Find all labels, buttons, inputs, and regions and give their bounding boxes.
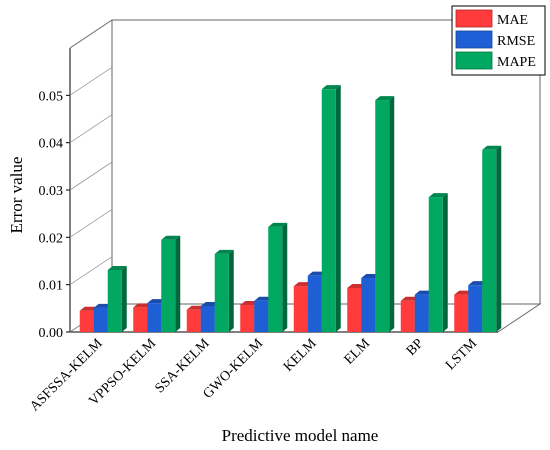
bar-front [321,89,336,333]
legend-label: MAE [497,13,528,28]
bar-mape [321,85,341,333]
bar-front [268,226,283,332]
x-tick-label: BP [404,336,427,359]
bar-side [442,193,448,332]
bar-front [107,269,122,332]
y-grid-diagonal [69,114,113,143]
bar-top [107,265,127,270]
bar-side [121,265,127,332]
bar-mape [107,265,127,332]
bar-front [307,275,322,332]
top-left-edge [69,19,113,49]
bar-front [240,305,255,332]
y-axis-label: Error value [7,157,26,234]
legend: MAE RMSE MAPE [451,5,546,76]
x-tick-label: LSTM [443,336,480,373]
bar-front [414,294,429,332]
bar-front [147,303,162,332]
bars [79,85,502,333]
y-axis-ticks: 0.00 0.01 0.02 0.03 0.04 0.05 [39,67,113,341]
x-axis-label: Predictive model name [222,426,379,445]
y-tick-label: 0.00 [39,326,64,341]
y-grid-diagonal [69,209,113,238]
bar-top [428,193,448,198]
bar-front [482,149,497,332]
bar-mape [268,222,288,332]
bar-front [400,300,415,332]
y-tick-label: 0.01 [39,279,64,294]
bar-front [254,300,269,332]
bar-side [228,249,234,332]
bar-front [454,294,469,332]
bar-mape [375,96,395,332]
bar-mape [214,249,234,332]
bar-side [175,235,181,332]
bar-front [214,253,229,332]
bar-front [93,307,108,332]
y-grid-diagonal [69,161,113,191]
bar-mape [161,235,181,332]
bar-mape [428,193,448,332]
y-tick-label: 0.02 [39,231,64,246]
bar-front [468,285,483,332]
legend-label: MAPE [497,55,536,70]
bar-top [482,145,502,150]
bar-side [496,145,502,332]
legend-label: RMSE [497,34,535,49]
x-tick-label: ELM [342,336,374,368]
bar-side [389,96,395,332]
bar-front [161,239,176,332]
bar-top [161,235,181,240]
bar-mape [482,145,502,332]
bar-front [186,309,201,332]
bar-front [428,197,443,332]
bar-front [200,305,215,332]
y-tick-label: 0.04 [39,137,64,152]
bar-side [282,222,288,332]
bar-front [347,287,362,332]
y-tick-label: 0.03 [39,184,64,199]
legend-swatch [455,51,493,70]
bar-top [214,249,234,254]
y-grid-diagonal [69,67,113,96]
bar-front [293,286,308,332]
bar-top [375,96,395,101]
bar-side [335,85,341,333]
x-tick-label: KELM [281,336,320,375]
bar-front [133,307,148,332]
bar-front [361,278,376,332]
bar-top [321,85,341,90]
bar-front [79,310,94,332]
bar-top [268,222,288,227]
y-tick-label: 0.05 [39,89,64,104]
legend-swatch [455,9,493,28]
bar-front [375,100,390,332]
y-grid-diagonal [69,256,113,285]
legend-swatch [455,30,493,49]
